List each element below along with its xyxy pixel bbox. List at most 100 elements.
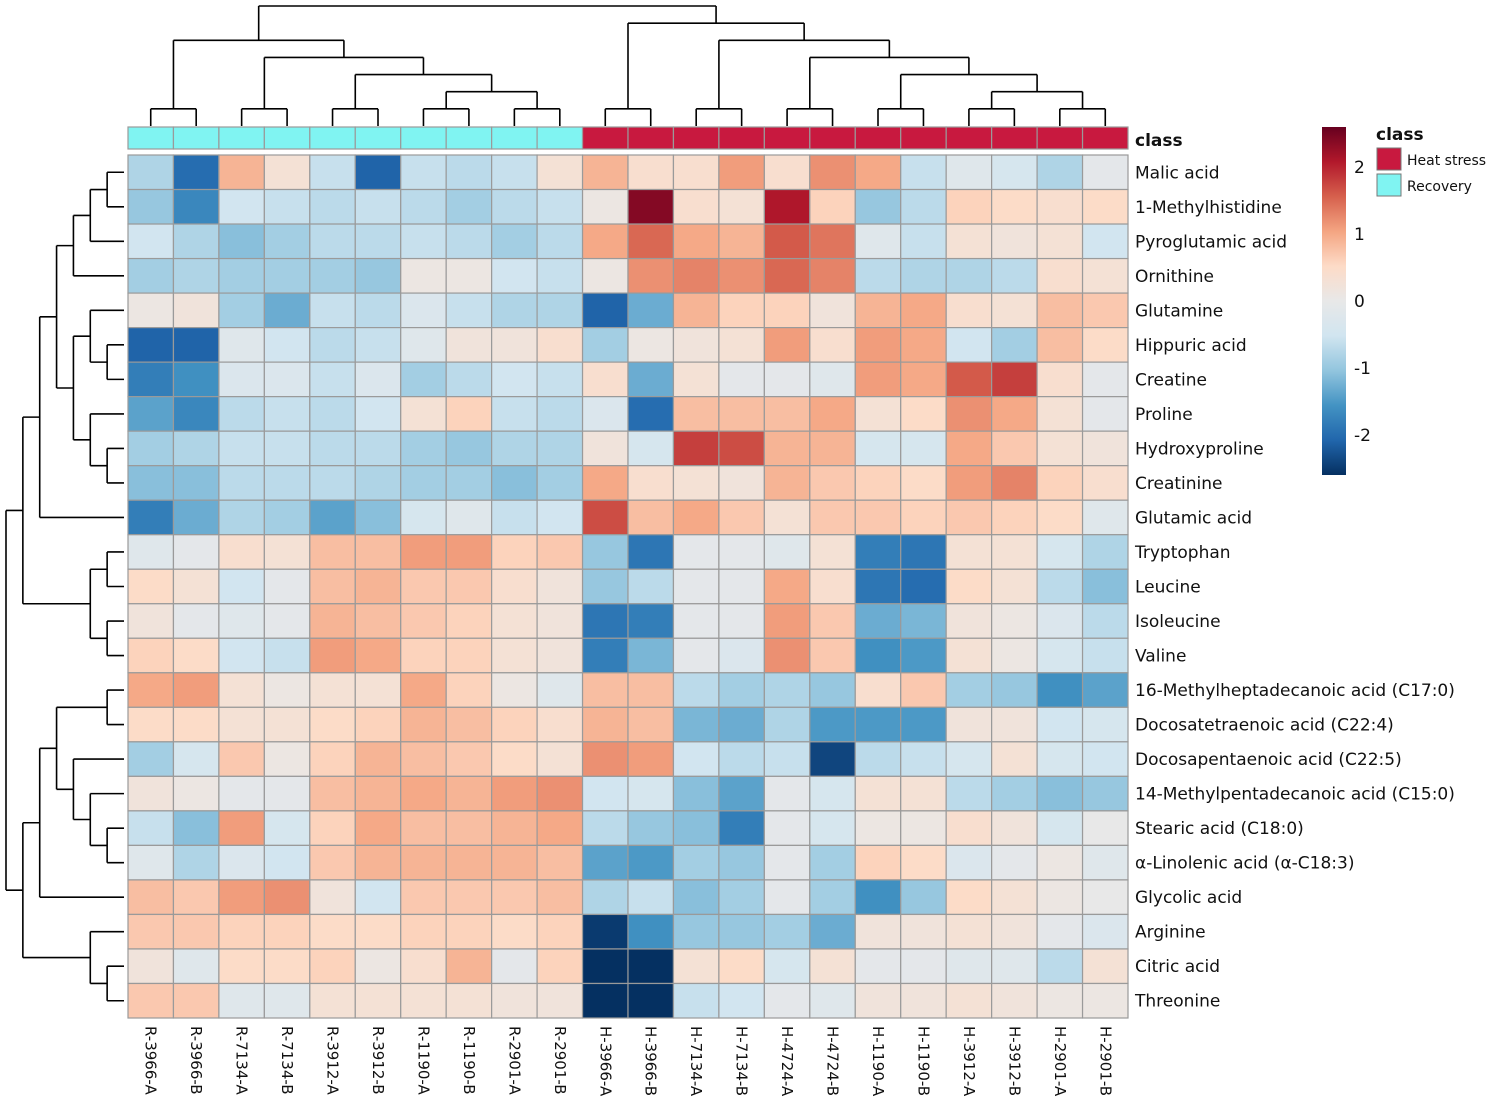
heatmap-cell xyxy=(172,292,220,329)
heatmap-cell xyxy=(354,913,402,950)
heatmap-cell xyxy=(672,603,720,639)
heatmap-cell xyxy=(309,879,356,916)
heatmap-cell xyxy=(581,672,629,708)
heatmap-cell xyxy=(763,430,811,467)
heatmap-cell xyxy=(354,706,402,743)
heatmap-cell xyxy=(218,637,265,674)
heatmap-cell xyxy=(900,603,947,639)
row-label: Glutamine xyxy=(1135,301,1223,321)
heatmap-cell xyxy=(581,465,629,501)
heatmap-cell xyxy=(309,396,356,432)
heatmap-cell xyxy=(491,982,538,1019)
class-track-cell xyxy=(127,126,175,150)
heatmap-cell xyxy=(309,430,356,467)
column-label: H-7134-B xyxy=(733,1026,751,1096)
heatmap-cell xyxy=(854,603,902,639)
heatmap-cell xyxy=(627,396,675,432)
heatmap-cell xyxy=(218,257,265,294)
heatmap-cell xyxy=(354,361,402,398)
heatmap-cell xyxy=(263,603,311,639)
heatmap-cell xyxy=(900,154,947,191)
heatmap-cell xyxy=(1081,879,1129,916)
heatmap-cell xyxy=(263,188,311,225)
heatmap-cell xyxy=(400,292,447,329)
heatmap-cell xyxy=(354,775,402,812)
colorbar: 2 1 0 -1 -2 xyxy=(1322,127,1371,475)
heatmap-cell xyxy=(945,257,993,294)
heatmap-cell xyxy=(991,913,1038,950)
heatmap-cell xyxy=(627,499,675,536)
heatmap-cell xyxy=(218,948,265,985)
column-label: H-7134-A xyxy=(687,1026,705,1097)
class-track-cell xyxy=(354,126,402,150)
heatmap-cell xyxy=(536,948,584,985)
heatmap-cell xyxy=(309,672,356,708)
heatmap-cell xyxy=(127,188,175,225)
heatmap-cell xyxy=(809,257,856,294)
heatmap-cell xyxy=(309,499,356,536)
heatmap-cell xyxy=(400,810,447,847)
heatmap-cell xyxy=(172,465,220,501)
heatmap-cell xyxy=(627,879,675,916)
heatmap-cell xyxy=(309,810,356,847)
row-label: 1-Methylhistidine xyxy=(1135,198,1282,218)
heatmap-cell xyxy=(218,810,265,847)
heatmap-cell xyxy=(536,844,584,881)
heatmap-cell xyxy=(627,810,675,847)
heatmap-cell xyxy=(763,706,811,743)
heatmap-cell xyxy=(445,430,493,467)
heatmap-cell xyxy=(445,844,493,881)
heatmap-cell xyxy=(581,154,629,191)
heatmap-cell xyxy=(309,603,356,639)
class-track xyxy=(127,126,1129,150)
heatmap-cell xyxy=(900,396,947,432)
row-label: 14-Methylpentadecanoic acid (C15:0) xyxy=(1135,785,1455,805)
class-track-cell xyxy=(218,126,265,150)
heatmap-cell xyxy=(991,292,1038,329)
heatmap-cell xyxy=(172,741,220,777)
heatmap-cell xyxy=(309,913,356,950)
heatmap-cell xyxy=(172,568,220,605)
row-label: Hippuric acid xyxy=(1135,336,1247,356)
heatmap-cell xyxy=(763,465,811,501)
heatmap-cell xyxy=(763,672,811,708)
heatmap-cell xyxy=(309,568,356,605)
heatmap-cell xyxy=(854,465,902,501)
heatmap-cell xyxy=(991,672,1038,708)
heatmap-cell xyxy=(354,568,402,605)
heatmap-cell xyxy=(263,396,311,432)
heatmap-cell xyxy=(809,154,856,191)
heatmap-cell xyxy=(445,568,493,605)
heatmap-cell xyxy=(127,706,175,743)
heatmap-cell xyxy=(991,327,1038,363)
heatmap-cell xyxy=(945,568,993,605)
heatmap-cell xyxy=(672,982,720,1019)
heatmap-cell xyxy=(854,810,902,847)
heatmap-cell xyxy=(763,396,811,432)
heatmap-cell xyxy=(354,499,402,536)
heatmap-cell xyxy=(991,188,1038,225)
heatmap-cell xyxy=(1081,257,1129,294)
heatmap-cell xyxy=(581,775,629,812)
heatmap-cell xyxy=(1036,154,1084,191)
colorbar-tick-label: -1 xyxy=(1354,359,1371,379)
heatmap-cell xyxy=(1036,499,1084,536)
heatmap-cell xyxy=(172,534,220,570)
heatmap-cell xyxy=(354,154,402,191)
heatmap-cell xyxy=(491,741,538,777)
heatmap-cell xyxy=(400,948,447,985)
heatmap-cell xyxy=(491,672,538,708)
row-label: Pyroglutamic acid xyxy=(1135,232,1287,252)
heatmap-cell xyxy=(900,188,947,225)
heatmap-cell xyxy=(354,292,402,329)
heatmap-cell xyxy=(1036,672,1084,708)
heatmap-cell xyxy=(672,396,720,432)
heatmap-cell xyxy=(991,948,1038,985)
heatmap-cell xyxy=(491,775,538,812)
heatmap-cell xyxy=(172,430,220,467)
heatmap-cell xyxy=(991,396,1038,432)
legend-swatch xyxy=(1376,173,1402,197)
heatmap-cell xyxy=(400,188,447,225)
heatmap-cell xyxy=(400,568,447,605)
heatmap-cell xyxy=(672,188,720,225)
